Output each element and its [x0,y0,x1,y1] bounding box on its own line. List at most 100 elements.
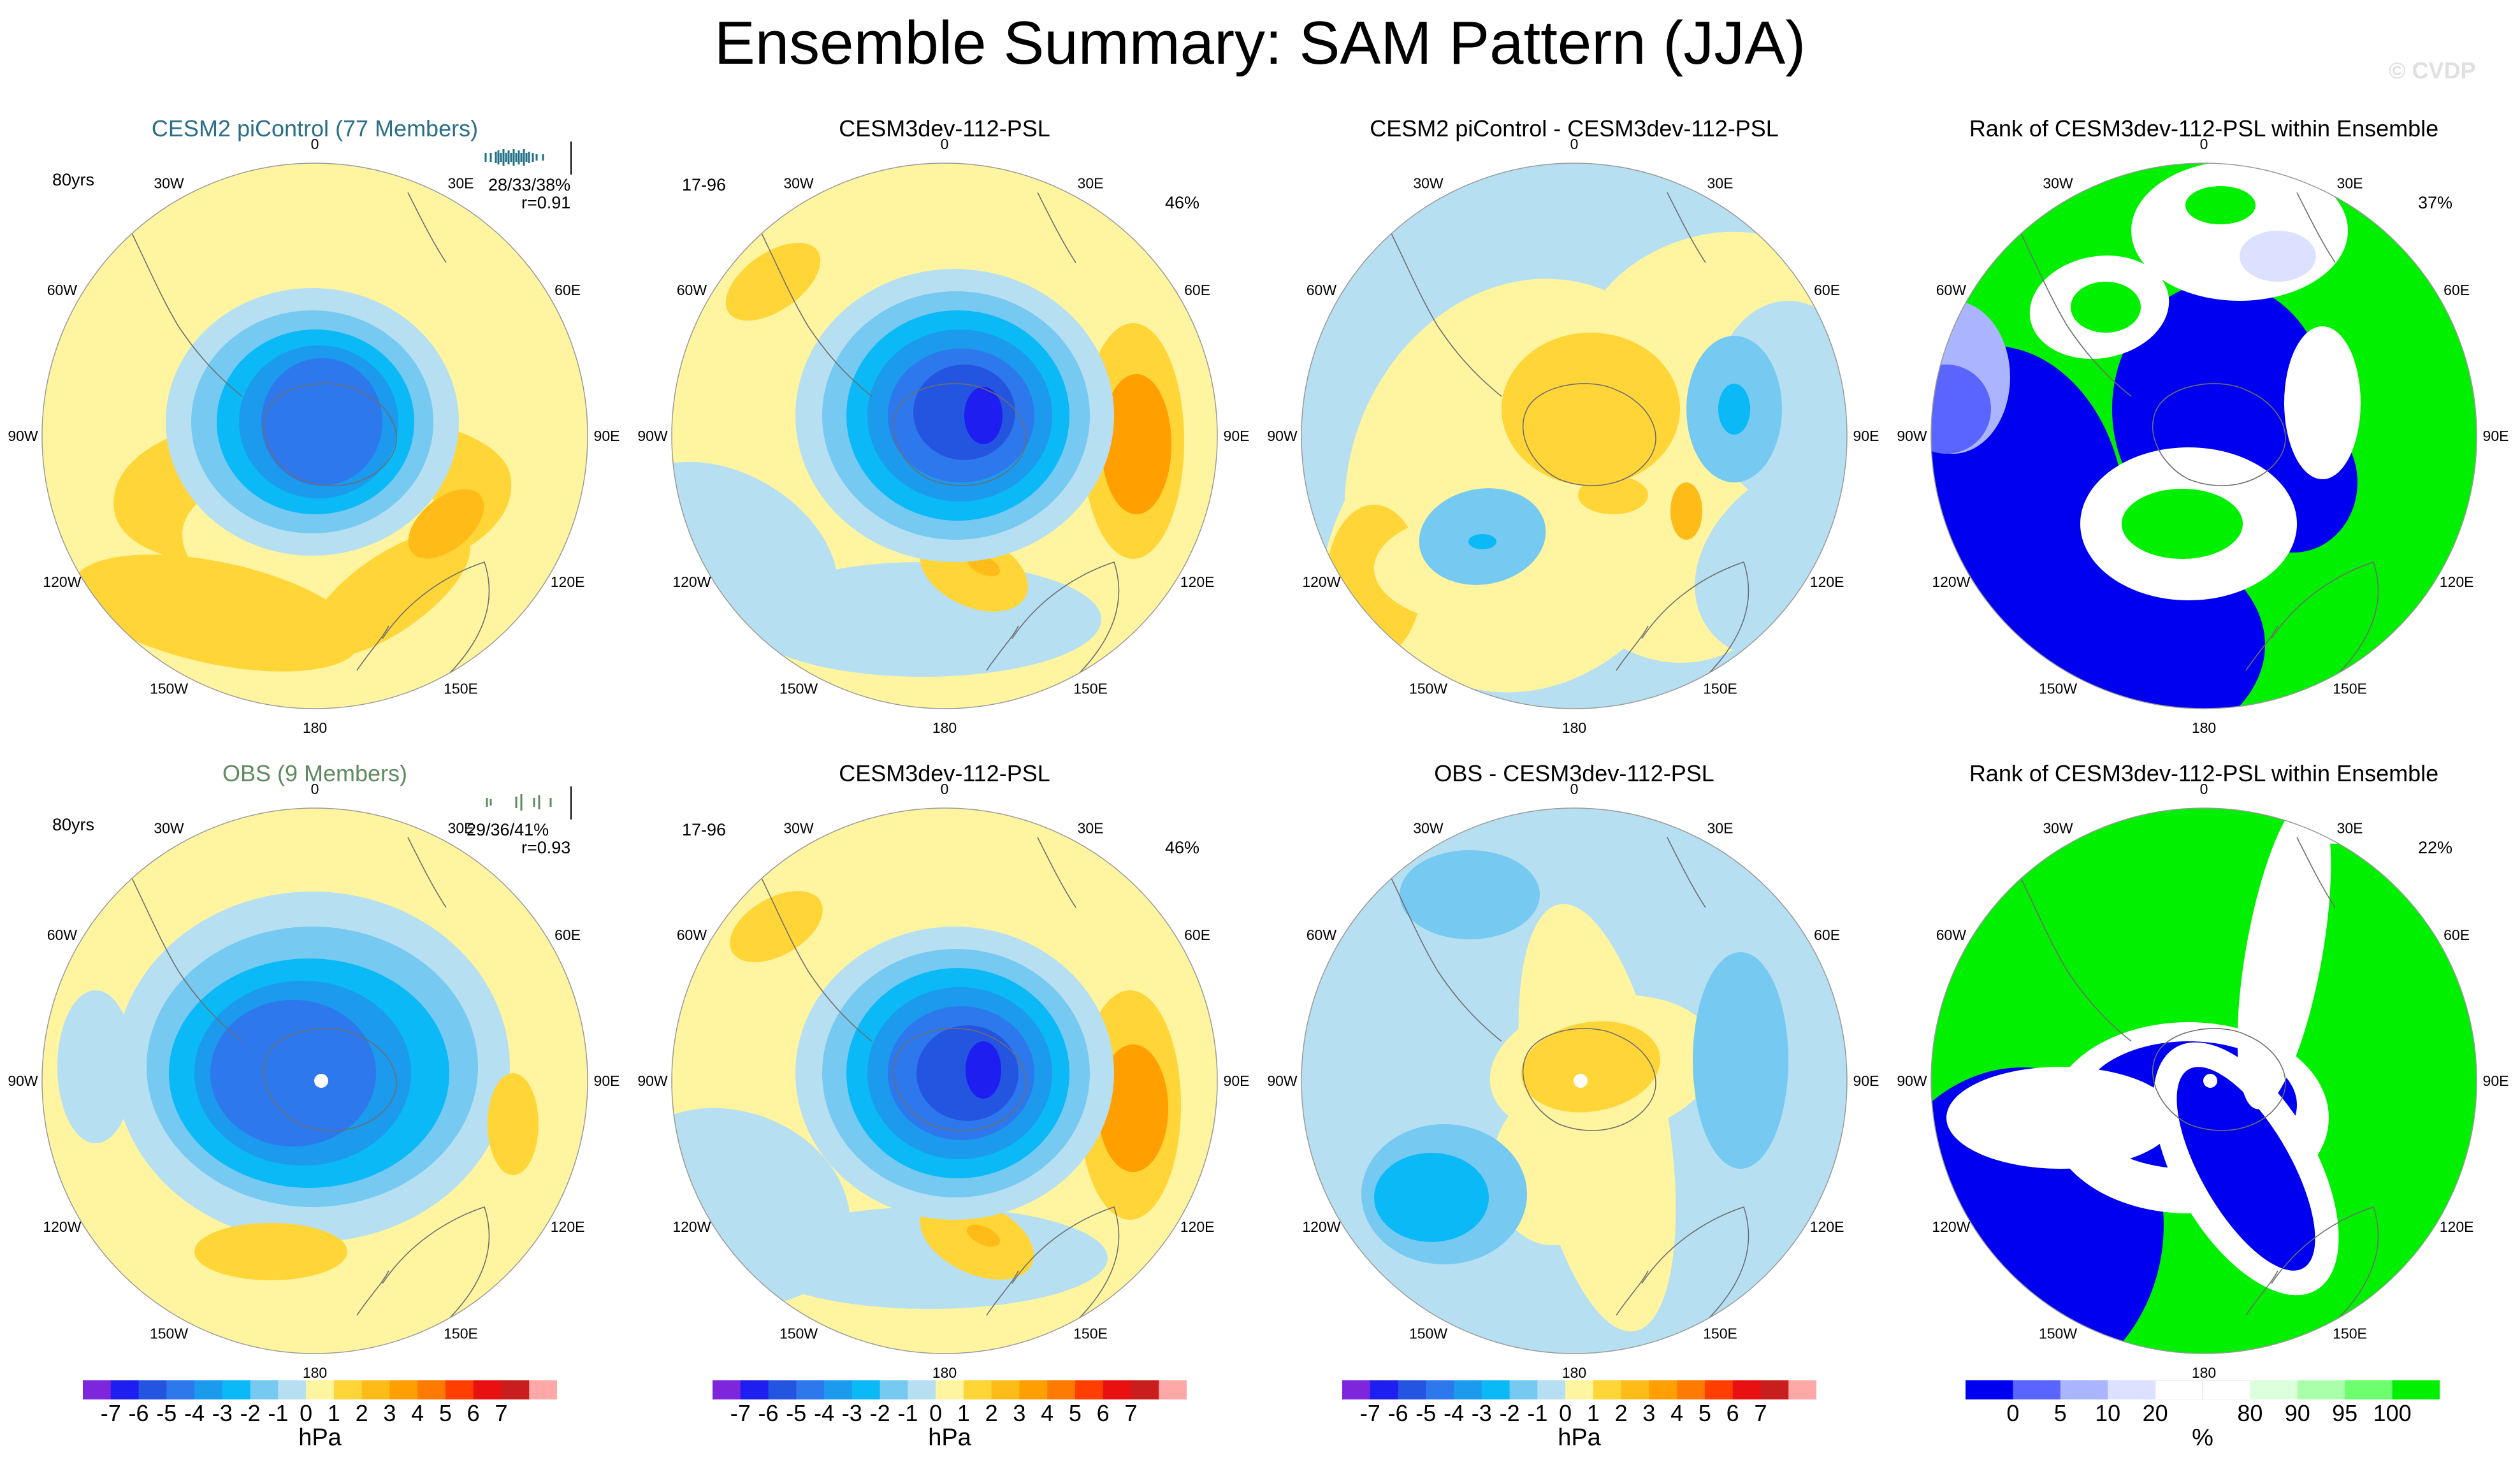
stats-note: 28/33/38% [488,175,571,194]
longitude-label: 90E [1224,428,1250,444]
polar-map: 0 30E 60E 90E 120E 150E 180 150W 120W 90W 60W 30W [637,136,1250,736]
colorbar-tick-label: -4 [814,1400,835,1426]
colorbar-unit: hPa [928,1424,971,1451]
colorbar-tick-label: 4 [1670,1400,1684,1426]
longitude-label: 30W [2043,820,2073,836]
longitude-label: 150W [779,1326,818,1342]
colorbar-tick-label: 0 [300,1400,313,1426]
longitude-label: 120E [2440,1218,2474,1235]
colorbar-swatch [2297,1380,2345,1399]
longitude-label: 120W [1932,574,1970,590]
percent-note: 22% [2418,838,2453,857]
map-contours [1931,808,2477,1354]
colorbar-tick-label: 3 [1642,1400,1656,1426]
contour-region [1468,534,1496,549]
contour-region [1374,1153,1489,1242]
longitude-label: 150E [1073,1326,1108,1342]
colorbar-tick-label: -3 [841,1400,862,1426]
colorbar-tick-label: 6 [467,1400,480,1426]
colorbar-tick-label: -1 [897,1400,918,1426]
map-boundary [41,807,588,1354]
contour-region [1718,384,1750,435]
colorbar-tick-label: 7 [495,1400,508,1426]
colorbar-tick-label: 1 [1586,1400,1600,1426]
new-zealand-coastline [2245,625,2278,671]
south-america-coastline [2016,869,2132,1042]
colorbar-tick-label: 95 [2332,1400,2358,1426]
polar-map: 0 30E 60E 90E 120E 150E 180 150W 120W 90W 60W 30W [1267,781,1879,1381]
polar-map: 0 30E 60E 90E 120E 150E 180 150W 120W 90W 60W 30W [8,136,619,736]
longitude-label: 120E [551,1218,585,1235]
longitude-label: 60W [677,927,707,943]
africa-coastline [1037,837,1076,908]
longitude-label: 30E [1707,820,1734,836]
longitude-label: 60E [1814,282,1840,298]
colorbar-tick-label: 20 [2142,1400,2168,1426]
colorbar-swatch [1398,1380,1426,1399]
colorbar-swatch [824,1380,853,1399]
new-zealand-coastline [1616,625,1649,671]
colorbar-swatch [1047,1380,1076,1399]
colorbar-tick-label: 10 [2095,1400,2121,1426]
longitude-label: 150E [2333,1326,2367,1342]
correlation-note: r=0.93 [521,838,571,857]
colorbar-pressure: -7 -6 -5 -4 -3 -2 -1 0 1 2 3 4 5 6 7 hPa [1342,1380,1816,1467]
longitude-label: 30E [1707,175,1734,191]
contour-region [73,554,361,672]
longitude-label: 90W [1897,428,1927,444]
colorbar-tick-label: -4 [184,1400,205,1426]
contour-region [1400,850,1540,939]
colorbar-swatch [1509,1380,1538,1399]
longitude-label: 120E [551,574,585,590]
colorbar-tick-label: -3 [212,1400,233,1426]
colorbar-tick-label: 3 [1013,1400,1026,1426]
colorbar-tick-label: 90 [2284,1400,2310,1426]
colorbar-tick-label: -7 [100,1400,121,1426]
colorbar-swatch [768,1380,797,1399]
antarctica-coastline [1522,1028,1656,1131]
longitude-label: 90E [2483,1073,2509,1089]
new-zealand-coastline [986,625,1019,671]
map-contours [1931,163,2477,709]
colorbar-swatch [83,1380,112,1399]
colorbar-swatch [278,1380,307,1399]
longitude-label: 0 [1570,136,1579,152]
longitude-label: 0 [1570,781,1579,797]
longitude-label: 180 [2192,719,2216,736]
longitude-label: 120E [1180,1218,1215,1235]
colorbar-tick-label: -2 [1499,1400,1520,1426]
longitude-label: 60W [1936,282,1967,298]
longitude-label: 120W [672,1218,711,1235]
colorbar-tick-label: 0 [1559,1400,1572,1426]
longitude-label: 90W [8,1073,38,1089]
contour-region [2176,1067,2315,1271]
colorbar-swatch [1075,1380,1104,1399]
colorbar-swatch [1426,1380,1454,1399]
colorbar-swatch [361,1380,390,1399]
colorbar-tick-label: -2 [240,1400,261,1426]
longitude-label: 120E [1810,1218,1844,1235]
australia-coastline [2271,1206,2379,1322]
colorbar-swatch [250,1380,279,1399]
longitude-label: 90E [1224,1073,1250,1089]
panel-title: Rank of CESM3dev-112-PSL within Ensemble [1969,115,2439,141]
colorbar-swatch [1760,1380,1789,1399]
colorbar-tick-label: 5 [1068,1400,1082,1426]
contour-region [1502,333,1680,486]
longitude-label: 0 [2200,781,2208,797]
longitude-label: 90E [1853,1073,1879,1089]
colorbar-tick-label: 1 [327,1400,340,1426]
map-boundary [671,163,1218,709]
longitude-label: 150W [779,681,818,697]
longitude-label: 150W [150,681,188,697]
contour-region [194,1223,347,1280]
contour-region [964,387,1003,444]
longitude-label: 180 [1562,719,1586,736]
colorbar-unit: hPa [298,1424,342,1451]
longitude-label: 60W [47,927,78,943]
panel-cesm3dev-top: 0 30E 60E 90E 120E 150E 180 150W 120W 90W 60W 30W C… [630,115,1259,760]
colorbar-unit: hPa [1558,1424,1601,1451]
africa-coastline [2296,837,2336,908]
pole-marker [1574,1074,1588,1088]
polar-map: 0 30E 60E 90E 120E 150E 180 150W 120W 90W 60W 30W [1897,781,2509,1381]
